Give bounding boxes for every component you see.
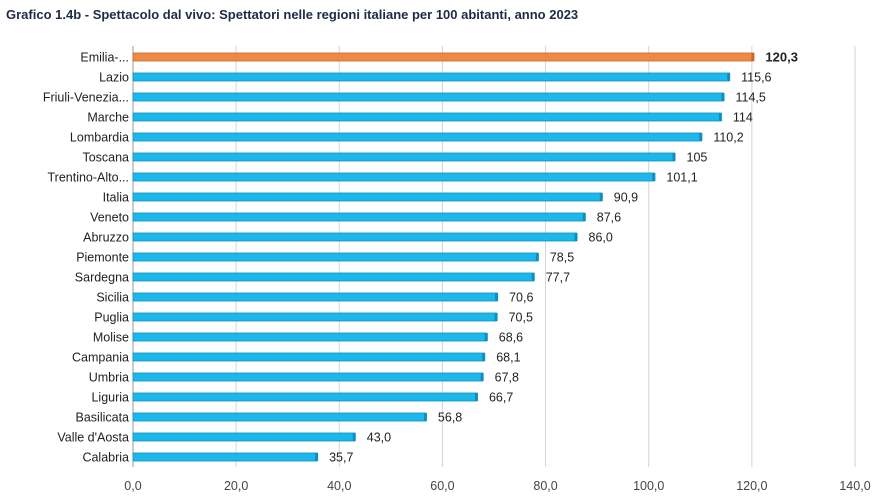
data-label: 120,3: [765, 50, 798, 65]
category-label: Campania: [72, 351, 129, 365]
data-label: 35,7: [329, 451, 353, 465]
category-label: Sicilia: [96, 291, 129, 305]
category-label: Abruzzo: [83, 231, 129, 245]
bar: [132, 412, 427, 422]
bar: [132, 112, 722, 122]
category-label: Lazio: [99, 71, 129, 85]
data-label: 114,5: [735, 91, 765, 105]
x-tick-label: 120,0: [736, 479, 767, 493]
bar: [132, 72, 730, 82]
data-label: 114: [733, 111, 753, 125]
category-label: Toscana: [82, 151, 129, 165]
bar: [132, 452, 318, 462]
bar: [132, 432, 356, 442]
bar-end-cap: [480, 373, 484, 381]
data-label: 77,7: [546, 271, 570, 285]
category-label: Friuli-Venezia...: [43, 91, 129, 105]
bar-end-cap: [494, 313, 498, 321]
bar-end-cap: [582, 213, 586, 221]
x-axis-tick-labels: 0,0 20,0 40,0 60,0 80,0 100,0 120,0 140,0: [124, 479, 870, 493]
bar-end-cap: [535, 253, 539, 261]
category-label: Molise: [93, 331, 129, 345]
bar: [132, 52, 754, 62]
bar: [132, 252, 539, 262]
data-label: 66,7: [489, 391, 513, 405]
category-label: Italia: [103, 191, 129, 205]
category-label: Valle d'Aosta: [57, 431, 129, 445]
data-label: 110,2: [713, 131, 743, 145]
category-label: Piemonte: [76, 251, 129, 265]
x-tick-label: 60,0: [430, 479, 454, 493]
bar: [132, 232, 577, 242]
category-label: Marche: [87, 111, 129, 125]
bar-end-cap: [423, 413, 427, 421]
bar: [132, 272, 535, 282]
data-label: 78,5: [550, 251, 574, 265]
value-labels: 120,3 115,6 114,5 114 110,2 105 101,1 90,9 87,6 8…: [329, 50, 798, 465]
data-label: 67,8: [495, 371, 519, 385]
bar-end-cap: [574, 233, 578, 241]
bar-end-cap: [495, 293, 499, 301]
category-label: Puglia: [94, 311, 129, 325]
data-label: 70,6: [509, 291, 533, 305]
bar: [132, 152, 675, 162]
x-tick-label: 0,0: [124, 479, 141, 493]
bar: [132, 312, 497, 322]
bar: [132, 392, 478, 402]
data-label: 86,0: [589, 231, 613, 245]
data-label: 87,6: [597, 211, 621, 225]
bar-end-cap: [484, 333, 488, 341]
bar: [132, 172, 655, 182]
data-label: 56,8: [438, 411, 462, 425]
data-label: 90,9: [614, 191, 638, 205]
data-label: 43,0: [367, 431, 391, 445]
category-label: Liguria: [91, 391, 129, 405]
bar-end-cap: [599, 193, 603, 201]
data-label: 101,1: [666, 171, 697, 185]
bar: [132, 352, 485, 362]
bar-end-cap: [721, 93, 725, 101]
bar-end-cap: [699, 133, 703, 141]
x-tick-label: 40,0: [327, 479, 351, 493]
bar: [132, 132, 702, 142]
data-label: 68,6: [499, 331, 523, 345]
x-tick-label: 140,0: [839, 479, 870, 493]
bar-end-cap: [482, 353, 486, 361]
category-label: Trentino-Alto...: [47, 171, 129, 185]
bar-end-cap: [352, 433, 356, 441]
bar: [132, 92, 724, 102]
category-labels: Emilia-... Lazio Friuli-Venezia... Marche Lo…: [43, 51, 129, 465]
bar-end-cap: [727, 73, 731, 81]
category-label: Calabria: [82, 451, 129, 465]
data-label: 68,1: [496, 351, 520, 365]
bar-end-cap: [652, 173, 656, 181]
bar: [132, 212, 586, 222]
data-label: 115,6: [741, 71, 771, 85]
bar-end-cap: [315, 453, 319, 461]
bar-end-cap: [718, 113, 722, 121]
bar-end-cap: [672, 153, 676, 161]
data-label: 70,5: [509, 311, 533, 325]
category-label: Veneto: [90, 211, 129, 225]
bar: [132, 292, 498, 302]
x-tick-label: 100,0: [633, 479, 664, 493]
category-label: Lombardia: [70, 131, 129, 145]
bar: [132, 192, 603, 202]
data-label: 105: [687, 151, 708, 165]
x-tick-label: 20,0: [224, 479, 248, 493]
category-label: Umbria: [89, 371, 129, 385]
category-label: Emilia-...: [80, 51, 129, 65]
chart-title: Grafico 1.4b - Spettacolo dal vivo: Spet…: [6, 7, 579, 22]
bars: [132, 52, 755, 462]
x-tick-label: 80,0: [533, 479, 557, 493]
bar-end-cap: [751, 53, 755, 61]
bar-end-cap: [531, 273, 535, 281]
category-label: Basilicata: [76, 411, 130, 425]
bar-end-cap: [474, 393, 478, 401]
bar: [132, 372, 484, 382]
bar: [132, 332, 488, 342]
category-label: Sardegna: [75, 271, 129, 285]
